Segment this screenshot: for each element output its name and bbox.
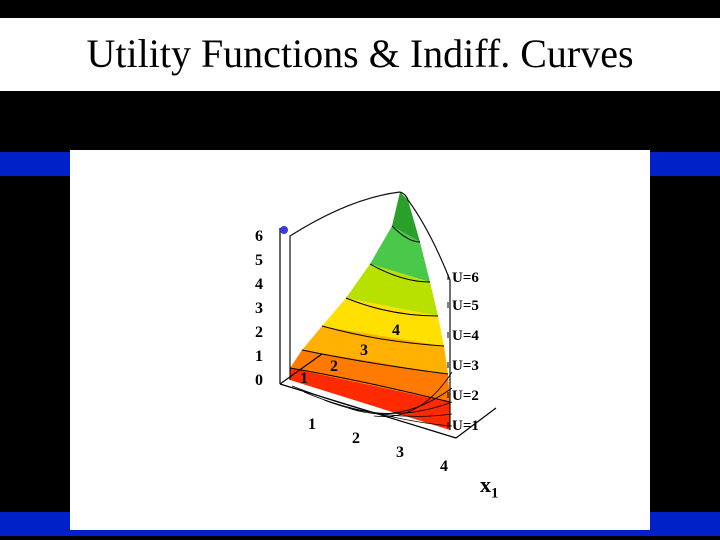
contour-label: 2 (330, 358, 338, 376)
slide-title: Utility Functions & Indiff. Curves (0, 18, 720, 91)
z-tick-label: 2 (255, 324, 263, 342)
u-level-label: U=6 (452, 270, 479, 287)
z-tick-label: 1 (255, 348, 263, 366)
contour-label: 4 (392, 322, 400, 340)
u-level-label: U=3 (452, 358, 479, 375)
u-level-label: U=5 (452, 298, 479, 315)
z-tick-label: 3 (255, 300, 263, 318)
slide: Utility Functions & Indiff. Curves 0 1 2 3 4… (0, 0, 720, 540)
x-tick-label: 1 (308, 416, 316, 434)
slide-title-text: Utility Functions & Indiff. Curves (86, 31, 633, 76)
x-tick-label: 2 (352, 430, 360, 448)
z-tick-label: 4 (255, 276, 263, 294)
contour-label: 1 (300, 370, 308, 388)
contour-label: 3 (360, 342, 368, 360)
title-underline (40, 108, 680, 110)
surface-svg (230, 170, 540, 480)
u-level-label: U=1 (452, 418, 479, 435)
z-tick-label: 5 (255, 252, 263, 270)
z-tick-label: 0 (255, 372, 263, 390)
x-tick-label: 3 (396, 444, 404, 462)
x-tick-label: 4 (440, 458, 448, 476)
z-tick-label: 6 (255, 228, 263, 246)
u-level-label: U=4 (452, 328, 479, 345)
utility-surface-plot: 0 1 2 3 4 5 6 1 2 3 4 1 2 3 4 U=6 U=5 U=4 U=3 U=2 U=1 (230, 170, 540, 510)
x1-axis-label: x1 (480, 472, 499, 502)
u-level-label: U=2 (452, 388, 479, 405)
